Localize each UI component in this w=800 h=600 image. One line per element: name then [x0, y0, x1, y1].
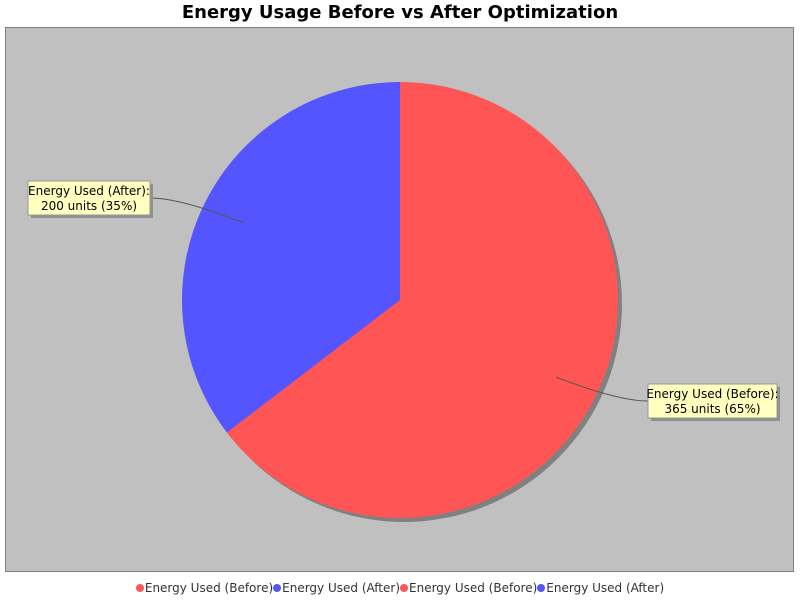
label-box — [27, 180, 151, 216]
legend-item: Energy Used (Before) — [135, 581, 274, 595]
legend-item: Energy Used (After) — [537, 581, 664, 595]
label-leader-line — [149, 197, 244, 224]
chart-title: Energy Usage Before vs After Optimizatio… — [181, 2, 619, 23]
legend-label: Energy Used (Before) — [144, 581, 274, 595]
label-value: 200 units (35%) — [41, 199, 137, 213]
legend-label: Energy Used (After) — [282, 581, 400, 595]
slice-label-energy-used-before: Energy Used (Before):365 units (65%) — [556, 376, 780, 421]
legend-swatch — [273, 584, 282, 592]
legend-swatch — [537, 584, 546, 592]
legend-swatch — [400, 584, 408, 592]
label-title: Energy Used (Before): — [646, 387, 778, 401]
legend-swatch — [135, 584, 144, 592]
legend: Energy Used (Before) Energy Used (After) E… — [0, 580, 800, 596]
slice-label-energy-used-after: Energy Used (After):200 units (35%) — [27, 180, 244, 224]
pie-slice-energy-used-before[interactable] — [226, 82, 619, 518]
legend-label: Energy Used (After) — [546, 581, 665, 595]
label-leader-line — [556, 376, 649, 402]
legend-item: Energy Used (Before) — [400, 581, 537, 595]
label-title: Energy Used (After): — [28, 184, 150, 198]
label-value: 365 units (65%) — [664, 402, 760, 416]
legend-label: Energy Used (Before) — [409, 581, 538, 595]
legend-item: Energy Used (After) — [273, 581, 400, 595]
pie-slice-energy-used-after[interactable] — [182, 81, 400, 433]
label-box — [647, 383, 778, 419]
